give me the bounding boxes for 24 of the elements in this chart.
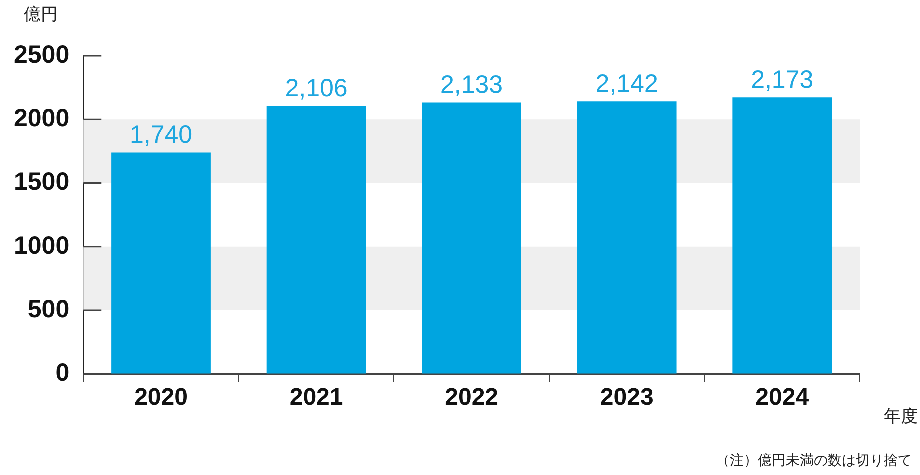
x-tick-label: 2023 xyxy=(600,384,654,412)
x-tick-label: 2024 xyxy=(756,384,810,412)
y-axis-title: 億円 xyxy=(24,4,58,26)
data-label: 2,142 xyxy=(596,70,658,98)
x-axis-title: 年度 xyxy=(884,406,918,428)
y-tick-label: 1500 xyxy=(14,168,70,196)
bar xyxy=(732,98,832,374)
text: （注）億円未満の数は切り捨て xyxy=(716,452,912,470)
bar xyxy=(577,102,677,374)
x-tick-label: 2022 xyxy=(445,384,499,412)
y-tick-label: 2500 xyxy=(14,40,70,69)
bar xyxy=(112,152,211,374)
data-label: 2,173 xyxy=(751,66,814,94)
y-tick-label: 500 xyxy=(28,295,70,324)
y-tick-label: 2000 xyxy=(14,104,70,133)
bar xyxy=(266,106,366,374)
y-tick-label: 0 xyxy=(56,359,70,388)
x-tick-label: 2020 xyxy=(134,384,188,412)
data-label: 2,106 xyxy=(285,74,348,103)
bar xyxy=(422,102,522,374)
y-tick-label: 1000 xyxy=(14,232,70,260)
data-label: 2,133 xyxy=(440,71,504,100)
x-tick-label: 2021 xyxy=(290,384,344,412)
data-label: 1,740 xyxy=(130,121,193,150)
